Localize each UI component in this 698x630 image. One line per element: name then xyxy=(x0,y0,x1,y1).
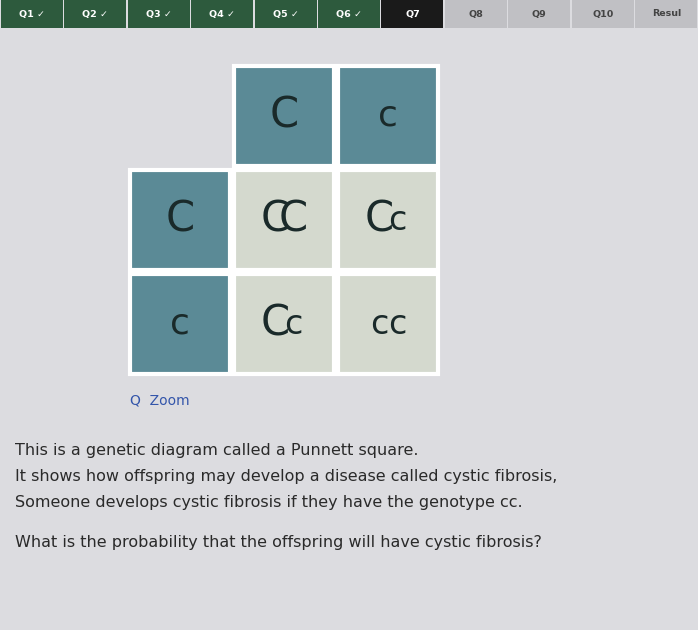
Text: Q  Zoom: Q Zoom xyxy=(130,393,190,407)
Text: C: C xyxy=(260,303,290,345)
Text: Someone develops cystic fibrosis if they have the genotype cc.: Someone develops cystic fibrosis if they… xyxy=(15,495,523,510)
Bar xyxy=(191,0,253,28)
Text: What is the probability that the offspring will have cystic fibrosis?: What is the probability that the offspri… xyxy=(15,535,542,550)
Text: Q9: Q9 xyxy=(532,9,547,18)
Text: Resul: Resul xyxy=(652,9,681,18)
Bar xyxy=(234,274,334,374)
Text: c: c xyxy=(378,99,398,133)
Bar xyxy=(234,170,334,270)
Bar xyxy=(445,0,507,28)
Text: Q1 ✓: Q1 ✓ xyxy=(19,9,45,18)
Bar xyxy=(128,0,190,28)
Text: Q10: Q10 xyxy=(592,9,614,18)
Bar xyxy=(234,66,334,166)
Text: It shows how offspring may develop a disease called cystic fibrosis,: It shows how offspring may develop a dis… xyxy=(15,469,558,484)
Bar xyxy=(1,0,63,28)
Text: C: C xyxy=(279,199,308,241)
Bar xyxy=(381,0,443,28)
Text: C: C xyxy=(165,199,195,241)
Text: This is a genetic diagram called a Punnett square.: This is a genetic diagram called a Punne… xyxy=(15,443,419,458)
Bar xyxy=(572,0,634,28)
Text: c: c xyxy=(388,203,406,236)
Text: c: c xyxy=(388,307,406,340)
Bar xyxy=(255,0,317,28)
Bar xyxy=(635,0,697,28)
Text: c: c xyxy=(170,307,190,341)
Text: Q5 ✓: Q5 ✓ xyxy=(273,9,299,18)
Bar xyxy=(130,274,230,374)
Text: Q8: Q8 xyxy=(468,9,483,18)
Text: C: C xyxy=(260,199,290,241)
Text: C: C xyxy=(364,199,394,241)
Bar xyxy=(130,170,230,270)
Text: Q2 ✓: Q2 ✓ xyxy=(82,9,108,18)
Bar xyxy=(338,274,438,374)
Text: c: c xyxy=(370,307,388,340)
Bar xyxy=(508,0,570,28)
Text: Q3 ✓: Q3 ✓ xyxy=(146,9,172,18)
Bar xyxy=(338,170,438,270)
Text: Q7: Q7 xyxy=(405,9,419,18)
Text: Q6 ✓: Q6 ✓ xyxy=(336,9,362,18)
Text: Q4 ✓: Q4 ✓ xyxy=(209,9,235,18)
Text: c: c xyxy=(284,307,302,340)
Bar xyxy=(318,0,380,28)
Bar xyxy=(338,66,438,166)
Bar xyxy=(64,0,126,28)
Text: C: C xyxy=(269,95,299,137)
